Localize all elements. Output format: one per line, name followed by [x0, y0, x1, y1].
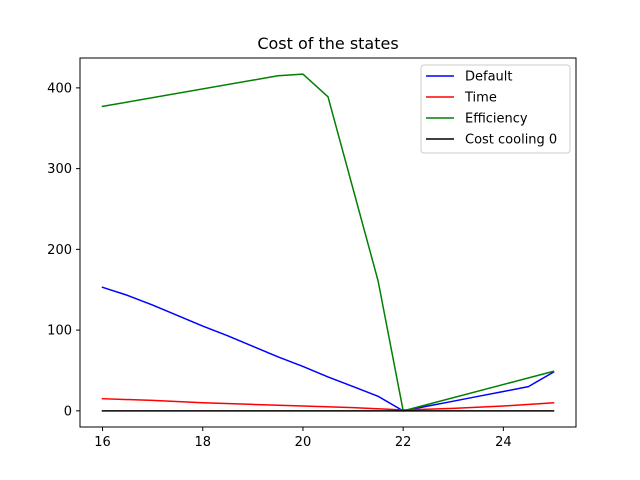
legend-label-3: Cost cooling 0 [465, 133, 557, 148]
y-tick-label: 0 [64, 404, 72, 419]
axes-frame [79, 57, 577, 428]
chart-title: Cost of the states [257, 34, 398, 53]
series-line-0 [101, 286, 555, 412]
x-tick-label: 22 [395, 435, 412, 450]
x-tick-label: 16 [94, 435, 111, 450]
y-tick-label: 300 [47, 162, 72, 177]
x-tick-label: 24 [495, 435, 512, 450]
y-tick-label: 100 [47, 324, 72, 339]
legend: Default Time Efficiency Cost cooling 0 [420, 64, 571, 154]
legend-label-2: Efficiency [465, 112, 528, 127]
plot-lines [101, 73, 555, 412]
series-line-1 [101, 397, 555, 411]
x-tick-label: 18 [194, 435, 211, 450]
y-axis: 0 100 200 300 400 [47, 81, 80, 419]
x-tick-label: 20 [295, 435, 312, 450]
legend-label-0: Default [465, 70, 513, 85]
legend-box [420, 64, 571, 154]
x-axis: 16 18 20 22 24 [94, 427, 512, 450]
y-tick-label: 200 [47, 243, 72, 258]
legend-label-1: Time [464, 91, 497, 106]
y-tick-label: 400 [47, 81, 72, 96]
